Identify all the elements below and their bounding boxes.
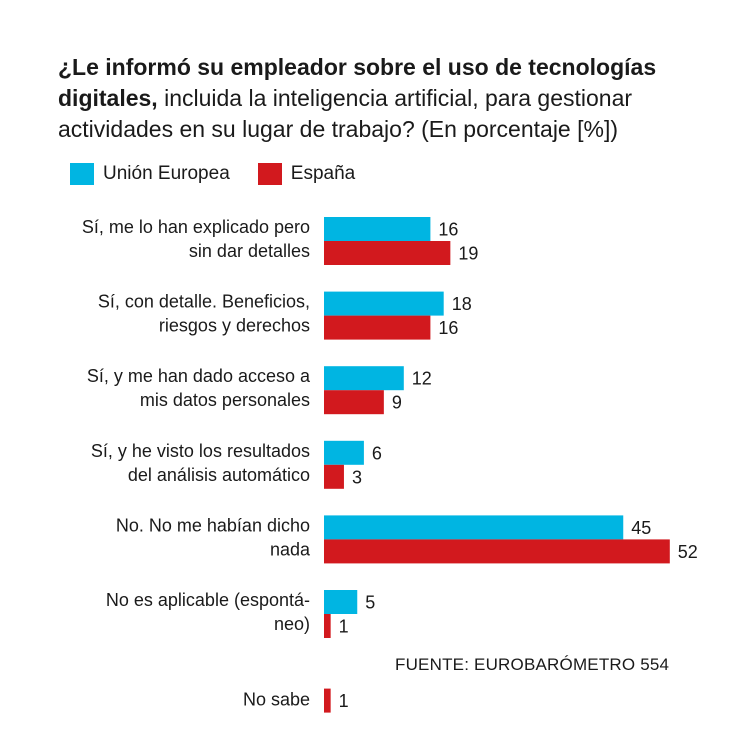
value-label-es: 16	[438, 318, 458, 338]
bar-eu	[324, 515, 624, 540]
bar-es	[324, 539, 670, 564]
bar-es	[324, 241, 451, 265]
category-label: neo)	[274, 614, 310, 634]
category-label: sin dar detalles	[189, 241, 310, 261]
value-label-es: 9	[392, 393, 402, 413]
bar-es	[324, 464, 344, 489]
chart-title-regular: incluida la inteligencia artificial, par…	[58, 85, 633, 142]
value-label-es: 52	[678, 542, 698, 562]
chart-title-bold: ¿Le informó su empleador sobre el uso de…	[58, 54, 657, 111]
bar-es	[324, 390, 384, 415]
legend-item-eu: Unión Europea	[70, 163, 230, 185]
bar-group: 45 52 No. No me habían dicho nada	[116, 515, 698, 564]
bar-eu	[324, 440, 364, 465]
category-label: Sí, y me han dado acceso a	[87, 366, 311, 386]
bar-group: 18 16 Sí, con detalle. Beneficios, riesgos …	[98, 291, 472, 340]
category-label: mis datos personales	[140, 390, 310, 410]
value-label-es: 1	[339, 691, 349, 711]
bar-es	[324, 688, 331, 713]
category-label: Sí, y he visto los resultados	[91, 441, 310, 461]
value-label-eu: 12	[412, 369, 432, 389]
category-label: del análisis automático	[128, 465, 310, 485]
source-note: FUENTE: EUROBARÓMETRO 554	[395, 655, 670, 674]
value-label-eu: 6	[372, 443, 382, 463]
category-label: Sí, con detalle. Beneficios,	[98, 292, 310, 312]
bar-eu	[324, 366, 404, 391]
category-label: No. No me habían dicho	[116, 515, 310, 535]
value-label-es: 3	[352, 467, 362, 487]
bar-group: 1 No sabe	[243, 688, 349, 713]
legend-label-es: España	[290, 163, 356, 184]
bar-eu	[324, 590, 358, 614]
category-label: Sí, me lo han explicado pero	[82, 217, 310, 237]
chart-title: ¿Le informó su empleador sobre el uso de…	[58, 52, 718, 145]
category-label: No es aplicable (espontá-	[106, 590, 310, 610]
bar-group: 12 9 Sí, y me han dado acceso a mis datos p…	[87, 366, 432, 415]
legend-swatch-es	[257, 163, 282, 185]
bar-group: 63 Sí, y he visto los resultados del análi…	[91, 440, 382, 489]
category-label: riesgos y derechos	[159, 316, 310, 336]
value-label-es: 19	[458, 244, 478, 264]
value-label-eu: 16	[438, 220, 458, 240]
bar-eu	[324, 291, 444, 316]
bar-eu	[324, 217, 431, 241]
legend: Unión Europea España	[70, 162, 383, 186]
bar-es	[324, 315, 431, 340]
value-label-eu: 18	[452, 294, 472, 314]
category-label: nada	[270, 539, 311, 559]
bar-group: 51 No es aplicable (espontá-neo)	[106, 590, 375, 638]
bar-es	[324, 614, 331, 638]
legend-item-es: España	[257, 163, 356, 185]
value-label-eu: 5	[365, 593, 375, 613]
legend-label-eu: Unión Europea	[103, 163, 230, 184]
value-label-es: 1	[339, 617, 349, 637]
legend-swatch-eu	[70, 163, 94, 185]
value-label-eu: 45	[631, 518, 651, 538]
category-label: No sabe	[243, 690, 310, 710]
